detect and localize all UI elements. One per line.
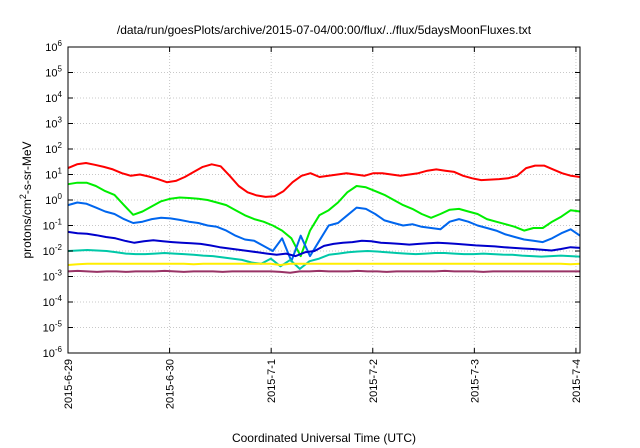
y-axis-label-base: protons/cm — [20, 199, 34, 258]
y-tick-label: 105 — [45, 65, 62, 80]
y-axis-ticks: 10-6 10-5 10-4 10-3 10-2 10-1 100 101 102 103 104 1… — [43, 39, 580, 360]
y-tick-label: 10-5 — [43, 320, 63, 335]
x-tick-label: 2015-7-2 — [368, 359, 380, 403]
y-tick-label: 10-2 — [43, 243, 63, 258]
y-tick-label: 104 — [45, 90, 62, 105]
y-tick-label: 10-1 — [43, 218, 63, 233]
y-tick-label: 106 — [45, 39, 62, 54]
y-tick-label: 10-6 — [43, 345, 63, 360]
x-axis-label: Coordinated Universal Time (UTC) — [232, 431, 416, 445]
x-tick-label: 2015-7-1 — [266, 359, 278, 403]
series-line-6 — [67, 262, 581, 266]
x-tick-label: 2015-6-30 — [165, 359, 177, 409]
y-axis-label: protons/cm2-s-sr-MeV — [18, 141, 34, 258]
y-axis-label-sup: 2 — [18, 194, 28, 199]
series-line-2 — [67, 181, 581, 258]
series-group — [67, 162, 581, 274]
y-tick-label: 103 — [45, 116, 62, 131]
y-tick-label: 102 — [45, 141, 62, 156]
y-tick-label: 10-4 — [43, 294, 63, 309]
x-tick-label: 2015-7-4 — [571, 359, 583, 403]
y-tick-label: 10-3 — [43, 269, 63, 284]
y-tick-label: 101 — [45, 167, 62, 182]
x-tick-label: 2015-7-3 — [469, 359, 481, 403]
plot-frame — [67, 46, 581, 354]
series-line-1 — [67, 162, 581, 198]
chart-title: /data/run/goesPlots/archive/2015-07-04/0… — [117, 23, 532, 37]
series-line-7 — [67, 269, 580, 274]
series-line-5 — [67, 249, 581, 270]
grid — [68, 47, 580, 353]
series-line-4 — [67, 230, 581, 258]
y-tick-label: 100 — [45, 192, 62, 207]
y-axis-label-rest: -s-sr-MeV — [20, 141, 34, 194]
x-tick-label: 2015-6-29 — [63, 359, 75, 409]
series-line-3 — [67, 201, 581, 263]
x-axis-ticks: 2015-6-29 2015-6-30 2015-7-1 2015-7-2 2015-7… — [63, 47, 583, 409]
